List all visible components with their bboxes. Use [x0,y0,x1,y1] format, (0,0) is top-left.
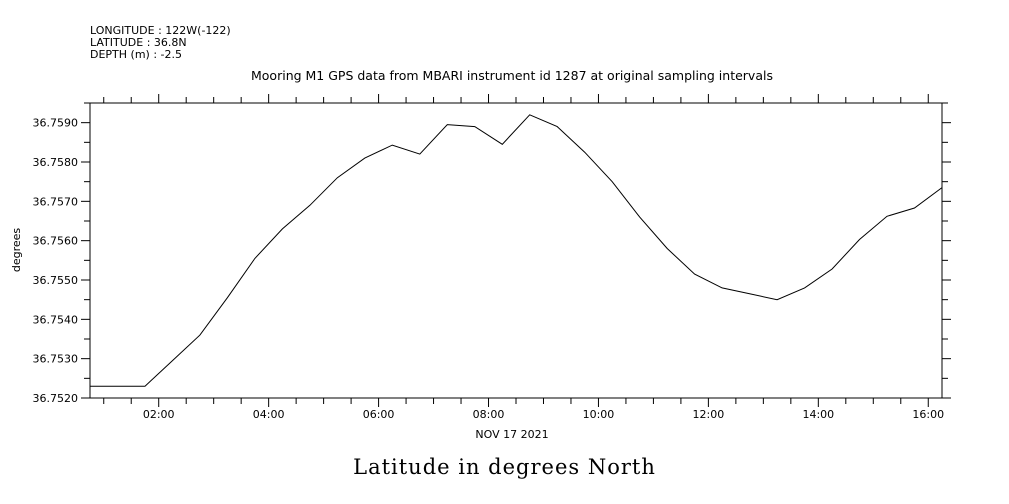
x-axis-label: NOV 17 2021 [475,428,548,441]
y-tick-label: 36.7590 [33,117,79,130]
y-tick-label: 36.7560 [33,235,79,248]
plot-series [90,114,943,387]
series-line [90,114,943,387]
x-tick-label: 04:00 [253,408,285,421]
y-tick-label: 36.7520 [33,392,79,405]
latitude-label: LATITUDE : 36.8N [90,36,187,49]
x-tick-label: 02:00 [143,408,175,421]
depth-label: DEPTH (m) : -2.5 [90,48,183,61]
x-tick-label: 08:00 [473,408,505,421]
plot-caption: Latitude in degrees North [353,455,656,479]
y-tick-label: 36.7540 [33,313,79,326]
x-tick-label: 06:00 [363,408,395,421]
line-chart: Mooring M1 GPS data from MBARI instrumen… [10,68,951,441]
y-axis-label: degrees [10,228,23,273]
plot-axes: 02:00 04:00 06:00 08:00 10:00 12:00 14:00 16:00… [33,94,951,421]
y-tick-label: 36.7530 [33,353,79,366]
y-tick-label: 36.7570 [33,195,79,208]
chart-title: Mooring M1 GPS data from MBARI instrumen… [251,68,773,83]
y-tick-label: 36.7550 [33,274,79,287]
plot-frame [89,102,943,399]
x-tick-label: 16:00 [912,408,944,421]
longitude-label: LONGITUDE : 122W(-122) [90,24,231,37]
x-tick-label: 12:00 [693,408,725,421]
y-tick-label: 36.7580 [33,156,79,169]
x-tick-label: 14:00 [802,408,834,421]
x-tick-label: 10:00 [583,408,615,421]
